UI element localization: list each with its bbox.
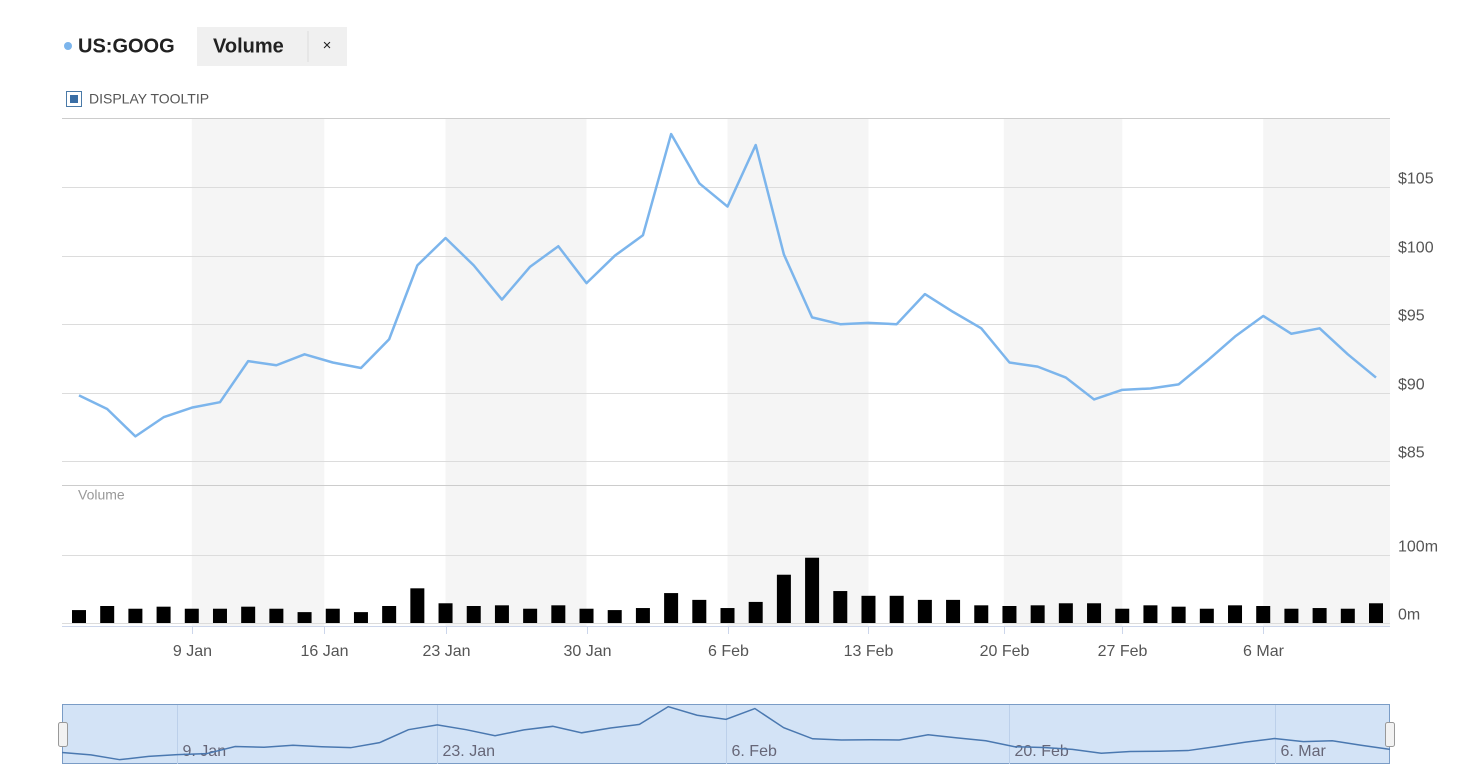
volume-bar	[269, 608, 284, 623]
volume-bar	[156, 606, 171, 623]
volume-bar	[974, 605, 989, 623]
volume-bar	[523, 608, 538, 623]
x-tick-label: 16 Jan	[300, 643, 348, 660]
volume-bar	[1228, 605, 1243, 623]
y-tick-label: $90	[1398, 377, 1425, 394]
y-tick-label: $100	[1398, 240, 1434, 257]
volume-bar	[72, 610, 86, 623]
volume-bar	[833, 591, 848, 623]
volume-bar	[748, 601, 763, 623]
navigator-tick-label: 6. Feb	[732, 743, 777, 760]
y-tick-label: $95	[1398, 308, 1425, 325]
series-label[interactable]: US:GOOG	[78, 35, 175, 57]
volume-bar	[1030, 605, 1045, 623]
volume-bar	[100, 606, 115, 623]
pane-label: Volume	[78, 487, 125, 503]
navigator-tick-label: 20. Feb	[1015, 743, 1069, 760]
indicator-label[interactable]: Volume	[213, 35, 284, 57]
x-tick-label: 9 Jan	[173, 643, 212, 660]
volume-bar	[917, 599, 932, 623]
x-tick-label: 30 Jan	[563, 643, 611, 660]
week-band	[1003, 119, 1123, 626]
volume-bar	[861, 595, 876, 623]
volume-bar	[776, 574, 791, 623]
volume-bar	[1058, 603, 1073, 623]
x-tick-label: 6 Feb	[708, 643, 749, 660]
x-tick-label: 27 Feb	[1098, 643, 1148, 660]
volume-bar	[466, 606, 481, 623]
volume-bar	[1087, 603, 1102, 623]
volume-bar	[297, 612, 312, 623]
week-band	[445, 119, 587, 626]
series-dot	[64, 42, 72, 50]
volume-bar	[212, 608, 227, 623]
y-tick-label: $85	[1398, 445, 1425, 462]
price-line	[78, 132, 1377, 438]
indicator-tag	[197, 27, 347, 66]
volume-bar	[805, 557, 820, 623]
navigator-tick-label: 23. Jan	[443, 743, 495, 760]
volume-bar	[494, 605, 509, 623]
volume-bar	[1199, 608, 1214, 623]
volume-bar	[128, 608, 143, 623]
x-tick-label: 13 Feb	[844, 643, 894, 660]
close-button[interactable]: ×	[323, 37, 332, 54]
volume-bar	[438, 603, 453, 623]
volume-bar	[410, 588, 425, 623]
volume-bar	[1115, 608, 1130, 623]
volume-bar	[184, 608, 199, 623]
x-tick-label: 6 Mar	[1243, 643, 1285, 660]
volume-bar	[635, 608, 650, 623]
checkbox-check	[70, 95, 78, 103]
volume-bar	[551, 605, 566, 623]
week-band	[727, 119, 869, 626]
navigator-handle-left[interactable]	[58, 722, 68, 747]
y-tick-label: 100m	[1398, 539, 1438, 556]
navigator-handle-right[interactable]	[1385, 722, 1395, 747]
volume-bar	[325, 608, 340, 623]
volume-bar	[1284, 608, 1299, 623]
volume-bar	[382, 606, 397, 623]
volume-bar	[946, 599, 961, 623]
volume-bar	[1002, 606, 1017, 623]
volume-bar	[1340, 608, 1355, 623]
x-tick-label: 23 Jan	[422, 643, 470, 660]
volume-bar	[664, 593, 679, 623]
volume-bar	[692, 599, 707, 623]
navigator-tick-label: 6. Mar	[1281, 743, 1327, 760]
navigator-tick-label: 9. Jan	[183, 743, 227, 760]
volume-bar	[353, 612, 368, 623]
navigator-line	[61, 705, 1391, 761]
volume-bar	[241, 606, 256, 623]
y-tick-label: 0m	[1398, 607, 1420, 624]
volume-bar	[607, 610, 622, 623]
volume-bar	[1143, 605, 1158, 623]
volume-bar	[1369, 603, 1383, 623]
x-tick-label: 20 Feb	[980, 643, 1030, 660]
volume-bar	[1171, 606, 1186, 623]
tooltip-toggle-label[interactable]: DISPLAY TOOLTIP	[89, 91, 209, 107]
volume-bar	[1256, 606, 1271, 623]
volume-bar	[1312, 608, 1327, 623]
volume-bar	[720, 608, 735, 623]
week-band	[191, 119, 325, 626]
y-tick-label: $105	[1398, 171, 1434, 188]
volume-bar	[889, 595, 904, 623]
volume-bar	[579, 608, 594, 623]
